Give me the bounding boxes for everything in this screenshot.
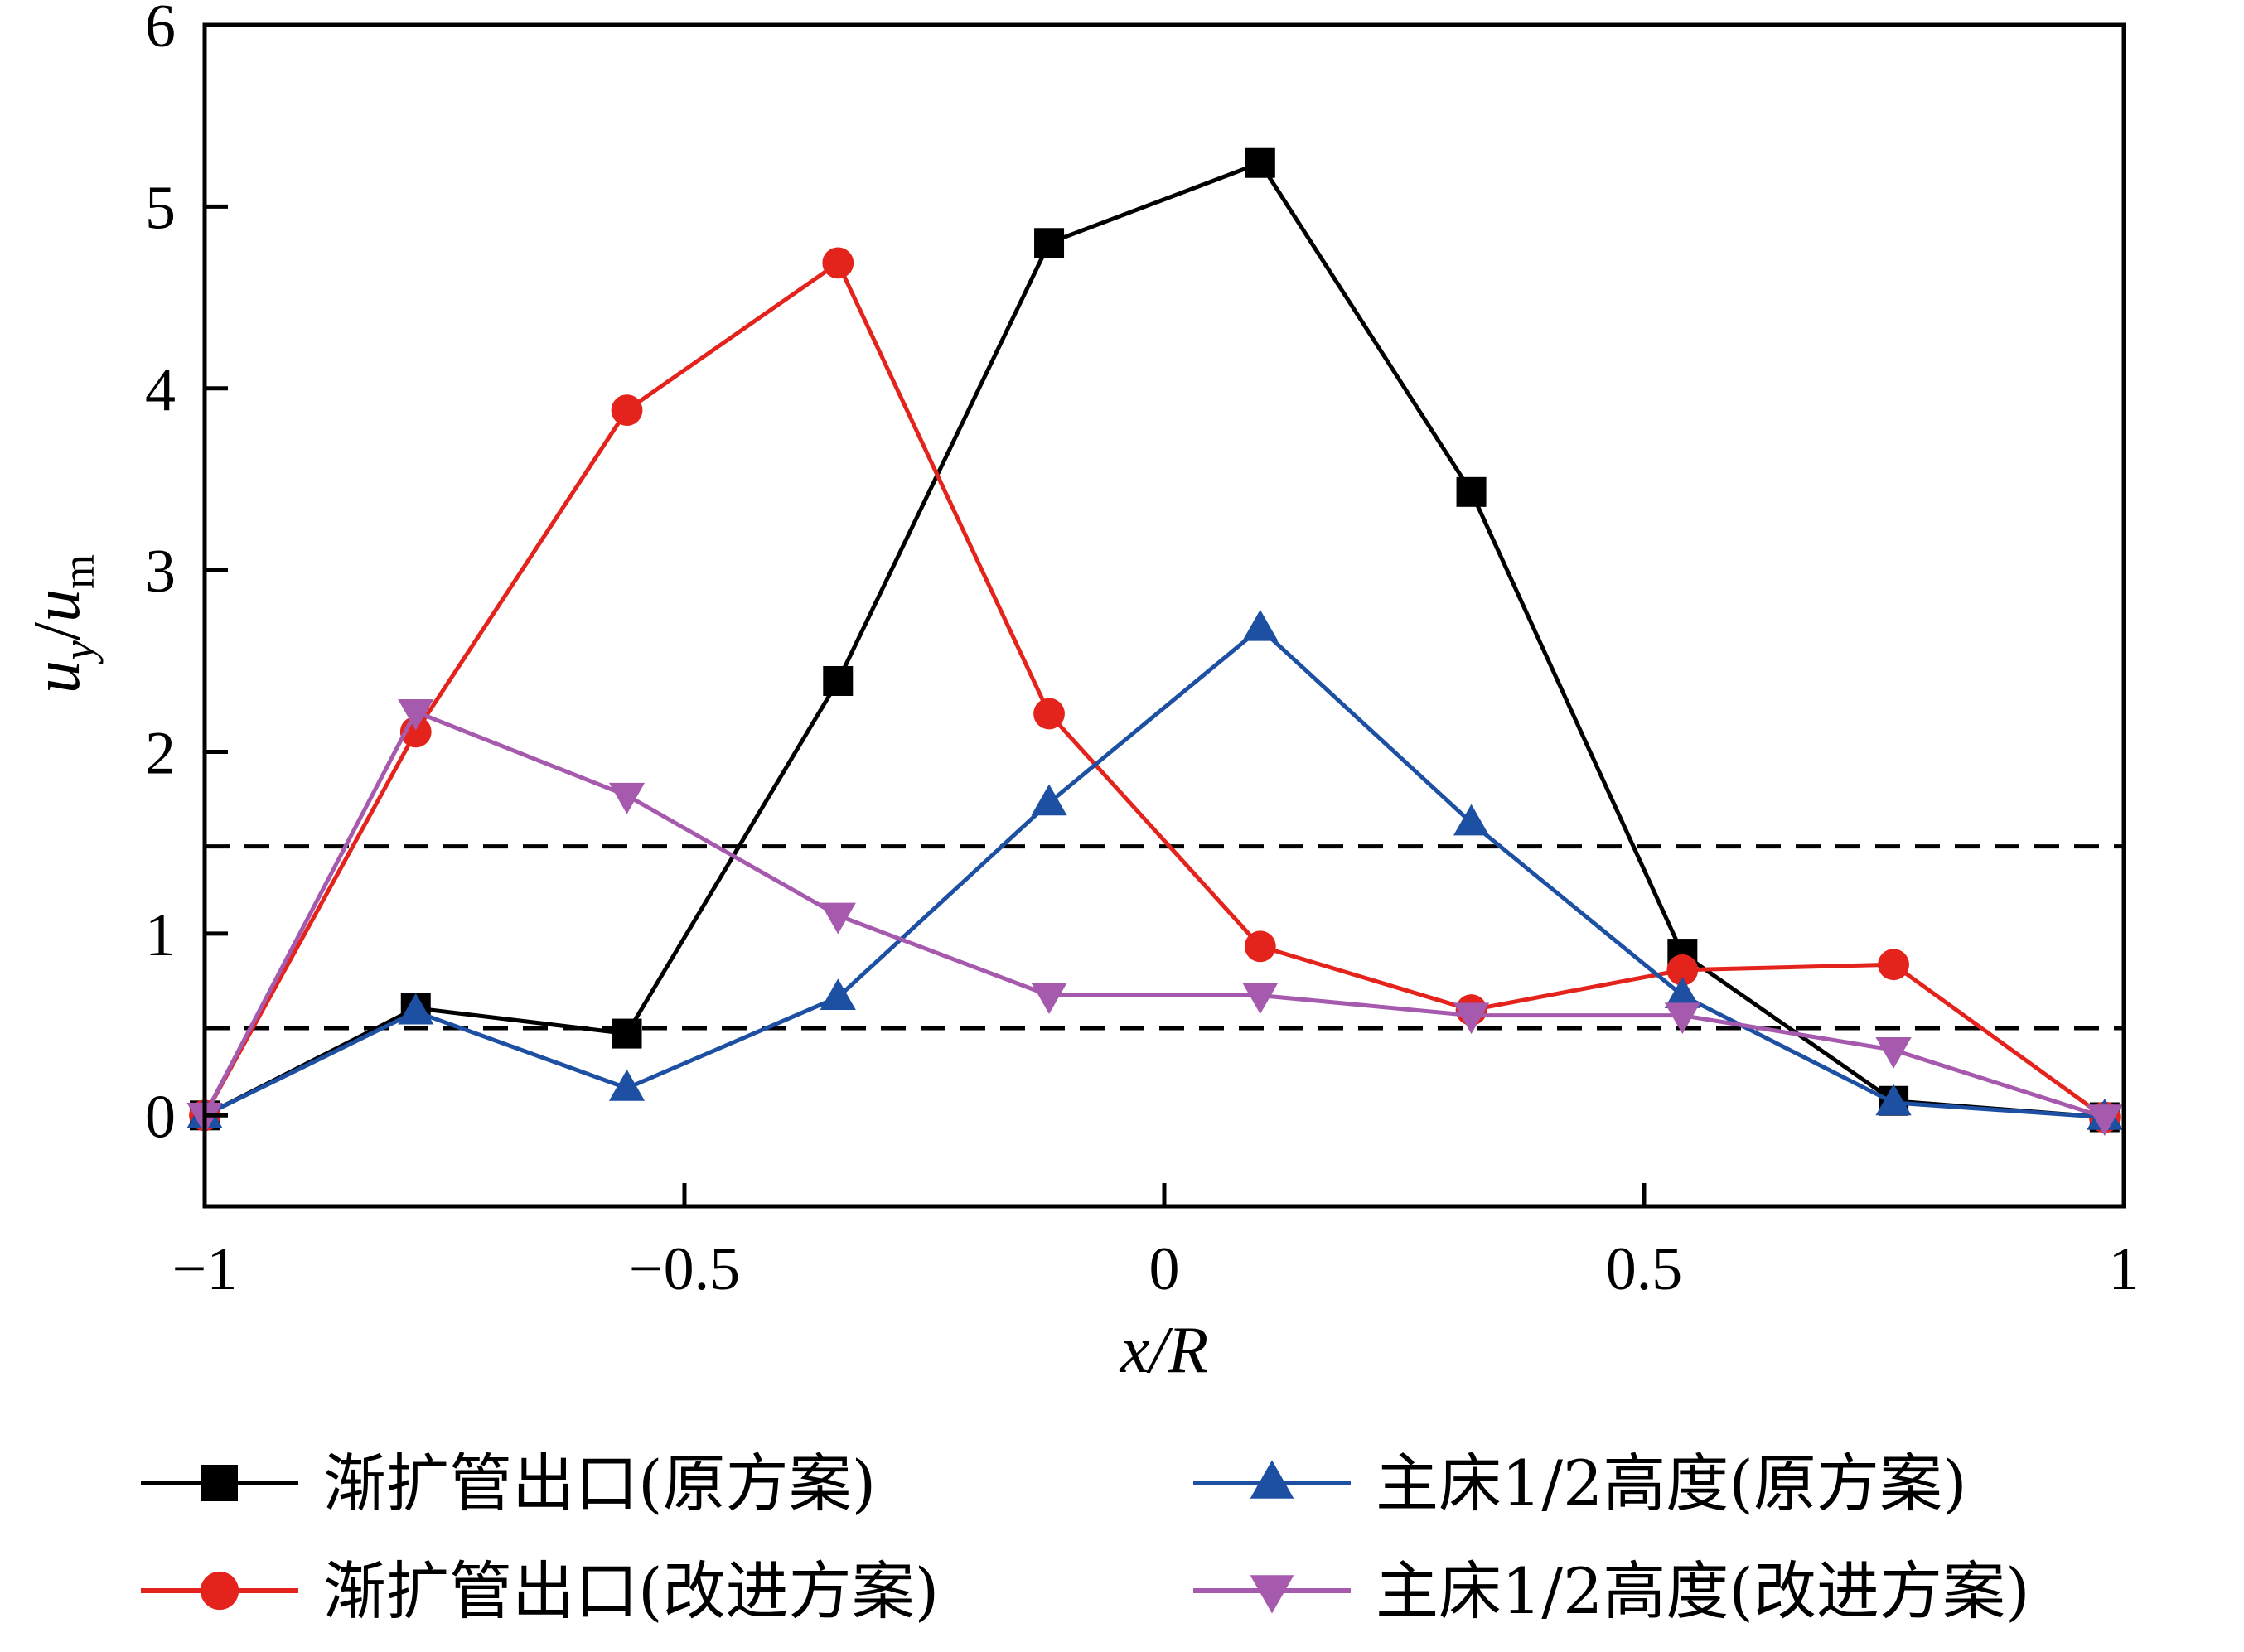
- y-tick-label: 4: [145, 356, 176, 424]
- data-point: [1875, 1037, 1912, 1069]
- x-tick-label: 0: [1149, 1235, 1180, 1303]
- x-tick-label: −0.5: [629, 1235, 740, 1303]
- legend-item: 渐扩管出口(原方案): [141, 1447, 876, 1520]
- legend-item: 主床1/2高度(改进方案): [1193, 1554, 2030, 1628]
- y-axis-title: uy/um: [21, 554, 104, 693]
- x-tick-label: 1: [2109, 1235, 2140, 1303]
- legend-label: 主床1/2高度(原方案): [1376, 1447, 1967, 1520]
- y-title-u2: u: [21, 589, 94, 622]
- legend-item: 主床1/2高度(原方案): [1193, 1447, 1967, 1520]
- legend-marker: [1250, 1460, 1294, 1499]
- data-point: [612, 1018, 642, 1049]
- y-tick-label: 1: [145, 901, 176, 969]
- legend-label: 渐扩管出口(改进方案): [323, 1554, 939, 1628]
- legend-marker: [201, 1465, 238, 1501]
- data-point: [1664, 977, 1700, 1008]
- data-point: [820, 902, 856, 935]
- data-point: [820, 978, 856, 1011]
- series-1: [190, 147, 2120, 1133]
- series-line: [202, 709, 2106, 1119]
- data-point: [1034, 228, 1065, 258]
- data-point: [398, 698, 434, 731]
- y-tick-label: 5: [145, 174, 176, 242]
- x-axis-title: x/R: [1120, 1314, 1209, 1387]
- y-title-sub-y: y: [54, 640, 104, 664]
- legend-label: 主床1/2高度(改进方案): [1376, 1554, 2030, 1628]
- data-point: [608, 782, 646, 814]
- y-tick-label: 2: [145, 720, 176, 788]
- series-line: [202, 260, 2106, 1119]
- series-3: [186, 609, 2123, 1130]
- data-point: [398, 993, 434, 1025]
- y-tick-label: 6: [145, 0, 176, 60]
- data-point: [1875, 1084, 1912, 1116]
- data-point: [1244, 930, 1276, 963]
- data-point: [1453, 804, 1490, 836]
- x-tick-label: 0.5: [1606, 1235, 1683, 1303]
- y-tick-label: 0: [145, 1083, 176, 1151]
- legend-item: 渐扩管出口(改进方案): [141, 1554, 939, 1628]
- legend: 渐扩管出口(原方案) 主床1/2高度(原方案) 渐扩管出口(改进方案) 主床1/2高度…: [141, 1447, 2030, 1628]
- data-point: [1456, 476, 1487, 507]
- x-tick-label: −1: [172, 1235, 238, 1303]
- data-point: [1453, 1002, 1490, 1035]
- data-point: [1031, 983, 1067, 1015]
- series-layer: [186, 147, 2123, 1137]
- series-2: [189, 247, 2121, 1133]
- legend-label: 渐扩管出口(原方案): [323, 1447, 876, 1520]
- data-point: [1242, 609, 1279, 641]
- legend-marker: [1250, 1575, 1294, 1614]
- data-point: [823, 665, 854, 696]
- y-title-sub-m: m: [54, 554, 104, 589]
- series-line: [203, 626, 2106, 1119]
- data-point: [611, 394, 643, 426]
- y-tick-label: 3: [145, 538, 176, 606]
- series-line: [203, 161, 2106, 1119]
- data-point: [822, 247, 854, 279]
- data-point: [1666, 954, 1699, 986]
- data-point: [1033, 698, 1065, 730]
- axis-ticks: −1 −0.5 0 0.5 1 0 1 2 3 4 5 6: [145, 0, 2140, 1303]
- series-4: [186, 698, 2123, 1137]
- data-point: [2087, 1104, 2123, 1137]
- reference-lines: [205, 844, 2124, 1031]
- data-point: [1664, 1002, 1700, 1035]
- data-point: [1878, 949, 1909, 981]
- data-point: [1031, 784, 1067, 816]
- svg-text:uy/um: uy/um: [21, 554, 104, 693]
- legend-marker: [200, 1571, 239, 1611]
- y-title-u: u: [21, 660, 94, 693]
- data-point: [1242, 983, 1279, 1015]
- y-title-slash: /: [21, 621, 94, 640]
- data-point: [1245, 147, 1275, 178]
- data-point: [608, 1069, 646, 1101]
